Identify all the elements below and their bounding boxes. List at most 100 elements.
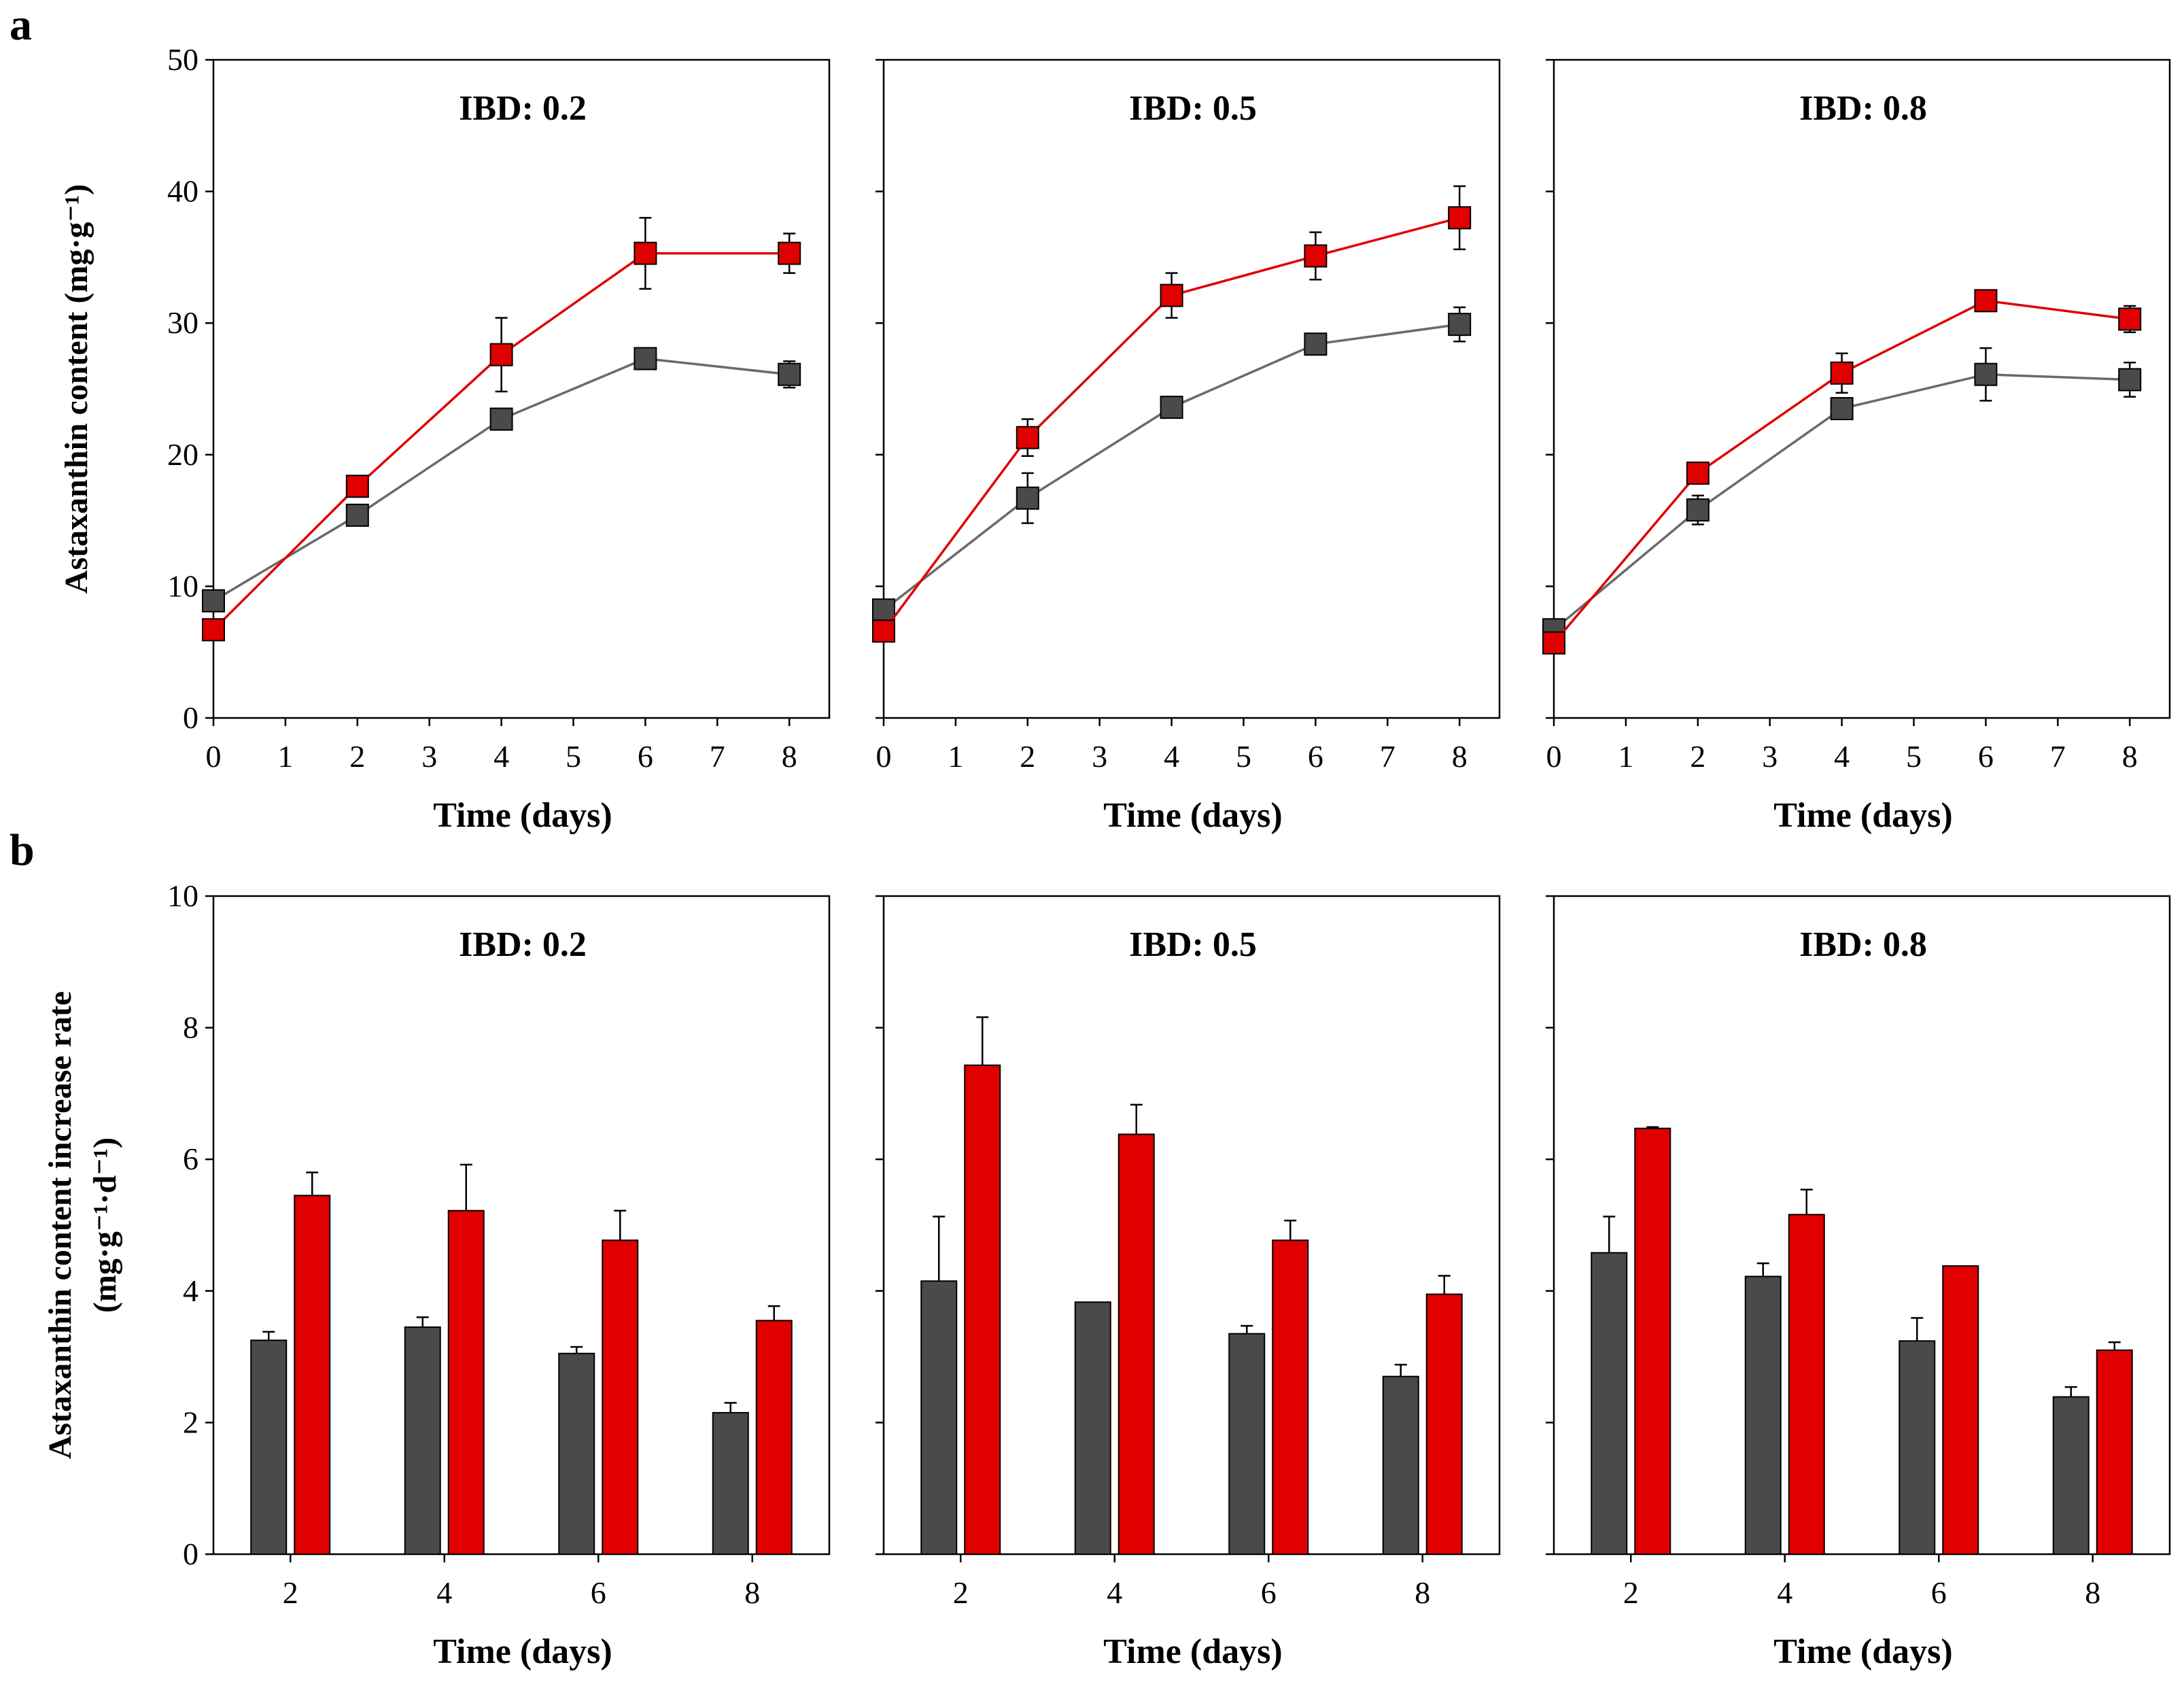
x-tick-label: 3	[1762, 739, 1778, 774]
x-tick-label: 3	[421, 739, 437, 774]
chart-a-3: IBD: 0.8 Time (days) 0 1 2 3 4 5 6 7 8	[1542, 58, 2171, 835]
x-tick-label: 4	[1834, 739, 1850, 774]
bar-treatment	[2096, 1349, 2133, 1556]
data-point-control	[1016, 486, 1039, 510]
bar-control	[2052, 1396, 2090, 1555]
plot-frame	[882, 895, 1501, 1556]
x-tick-label: 2	[283, 1575, 298, 1610]
panel-a-label: a	[10, 0, 32, 50]
series-treatment	[202, 217, 801, 642]
data-point-control	[634, 347, 657, 371]
y-tick-label: 8	[183, 1010, 198, 1045]
plot-title: IBD: 0.5	[1129, 925, 1257, 964]
bar-treatment	[1788, 1214, 1825, 1555]
series-line-treatment	[1553, 299, 2130, 644]
bar-control	[1744, 1275, 1782, 1556]
x-tick-label: 2	[1623, 1575, 1639, 1610]
y-tick-label: 0	[183, 1537, 198, 1571]
data-point-treatment	[202, 618, 225, 642]
series-control	[202, 347, 801, 613]
data-point-control	[489, 407, 513, 431]
y-axis-label: Astaxanthin content (mg·g⁻¹)	[58, 184, 94, 594]
chart-a-2: IBD: 0.5 Time (days) 0 1 2 3 4 5 6 7 8	[872, 58, 1501, 835]
x-tick-label: 1	[948, 739, 963, 774]
x-tick-label: 8	[782, 739, 797, 774]
y-tick-label: 50	[167, 42, 198, 77]
series-control	[250, 1316, 749, 1556]
x-tick-label: 8	[744, 1575, 760, 1610]
bar-control	[1591, 1252, 1628, 1555]
data-point-treatment	[1542, 631, 1565, 655]
plot-title: IBD: 0.8	[1799, 925, 1927, 964]
y-tick-label: 10	[167, 568, 198, 603]
data-point-treatment	[872, 619, 895, 643]
bar-treatment	[1117, 1133, 1155, 1555]
bar-treatment	[964, 1064, 1001, 1555]
x-tick-label: 6	[1308, 739, 1323, 774]
series-treatment	[294, 1163, 793, 1556]
data-point-treatment	[1830, 361, 1854, 385]
data-point-treatment	[634, 241, 657, 265]
chart-b-3: IBD: 0.8 Time (days) 2 4 6 8	[1546, 895, 2171, 1671]
data-point-treatment	[489, 343, 513, 366]
panel-b-label: b	[10, 825, 35, 875]
data-point-treatment	[345, 475, 369, 498]
bar-control	[558, 1352, 595, 1555]
plot-frame	[882, 58, 1501, 719]
bar-control	[1074, 1301, 1111, 1555]
x-tick-label: 4	[493, 739, 509, 774]
y-axis-label-line2: (mg·g⁻¹·d⁻¹)	[87, 1137, 123, 1313]
y-tick-label: 6	[183, 1142, 198, 1176]
x-tick-label: 4	[1107, 1575, 1122, 1610]
x-tick-label: 1	[277, 739, 293, 774]
x-axis-label: Time (days)	[433, 1632, 612, 1671]
y-tick-label: 10	[167, 878, 198, 913]
plot-frame	[212, 895, 831, 1556]
bar-treatment	[602, 1239, 639, 1556]
series-treatment	[1542, 289, 2142, 655]
x-axis-label: Time (days)	[1773, 1632, 1952, 1671]
data-point-treatment	[1016, 426, 1039, 449]
data-point-control	[778, 362, 801, 386]
plot-frame	[1553, 58, 2171, 719]
data-point-treatment	[1974, 289, 1998, 313]
x-tick-label: 6	[1931, 1575, 1947, 1610]
series-treatment	[872, 185, 1472, 643]
x-tick-label: 0	[206, 739, 222, 774]
bar-control	[404, 1326, 441, 1556]
x-tick-label: 2	[349, 739, 365, 774]
data-point-control	[202, 589, 225, 613]
series-control	[920, 1216, 1419, 1556]
x-tick-label: 6	[638, 739, 653, 774]
x-tick-label: 8	[1415, 1575, 1430, 1610]
bar-control	[1228, 1333, 1266, 1555]
y-tick-label: 40	[167, 174, 198, 209]
chart-b-1: 0 2 4 6 8 10 IBD: 0.2 Time (days) 2 4 6 8 Astaxanthi…	[42, 878, 831, 1671]
x-tick-label: 6	[591, 1575, 606, 1610]
plot-frame	[212, 58, 831, 719]
data-point-control	[1686, 498, 1710, 522]
x-tick-label: 6	[1978, 739, 1994, 774]
x-axis-label: Time (days)	[1103, 1632, 1282, 1671]
bar-control	[1899, 1340, 1936, 1556]
x-axis-label: Time (days)	[433, 796, 612, 835]
x-tick-label: 7	[1380, 739, 1396, 774]
x-axis-label: Time (days)	[1773, 796, 1952, 835]
chart-b-2: IBD: 0.5 Time (days) 2 4 6 8	[876, 895, 1501, 1671]
series-treatment	[1634, 1126, 2133, 1556]
x-tick-label: 5	[566, 739, 581, 774]
data-point-control	[1304, 332, 1328, 356]
data-point-treatment	[1448, 206, 1472, 230]
bar-control	[250, 1339, 288, 1556]
y-axis-label-line1: Astaxanthin content increase rate	[42, 991, 78, 1459]
y-tick-label: 2	[183, 1405, 198, 1439]
series-line-treatment	[212, 252, 790, 631]
x-tick-label: 7	[710, 739, 725, 774]
y-tick-label: 0	[183, 700, 198, 735]
bar-treatment	[1272, 1239, 1309, 1556]
series-treatment	[964, 1016, 1463, 1556]
x-tick-label: 7	[2050, 739, 2066, 774]
plot-title: IBD: 0.5	[1129, 89, 1257, 128]
